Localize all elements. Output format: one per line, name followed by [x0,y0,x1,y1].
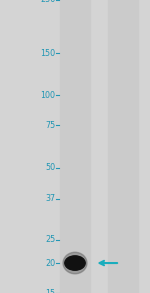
Text: 100: 100 [40,91,56,100]
Text: 37: 37 [45,195,56,203]
Text: 150: 150 [40,49,56,58]
Ellipse shape [63,252,87,274]
Text: 75: 75 [45,121,56,130]
Text: 15: 15 [45,289,56,293]
Text: 20: 20 [45,258,56,268]
Text: 50: 50 [45,163,56,172]
Bar [108,0,138,293]
Ellipse shape [65,256,85,270]
Text: 250: 250 [40,0,56,4]
Text: 25: 25 [45,235,56,244]
Bar [60,0,90,293]
